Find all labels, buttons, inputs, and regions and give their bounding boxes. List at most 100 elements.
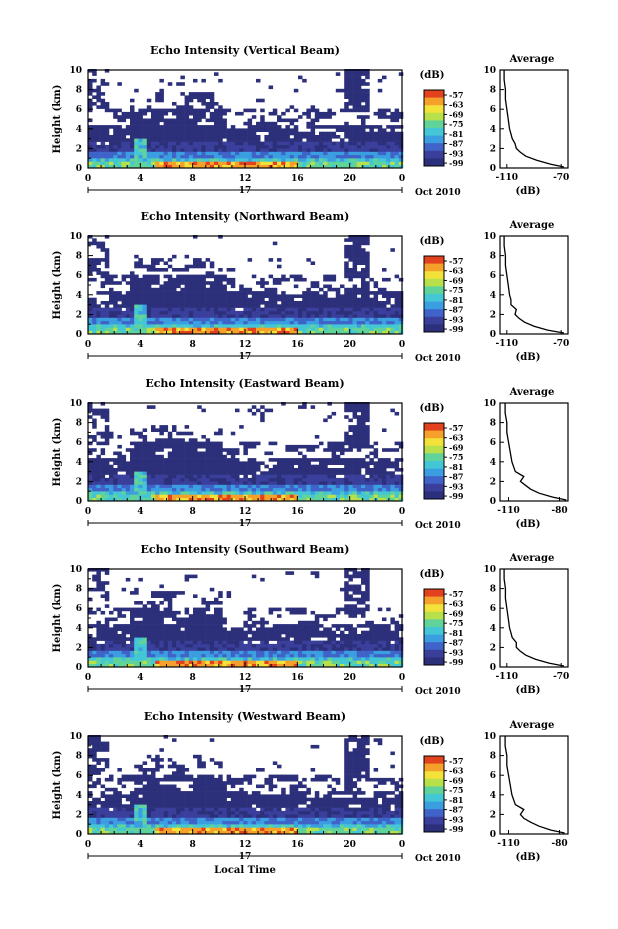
heatmap-cell <box>142 643 148 648</box>
heatmap-cell <box>356 301 362 305</box>
heatmap-cell <box>377 108 383 113</box>
heatmap-cell <box>386 491 391 495</box>
heatmap-cell <box>382 304 387 308</box>
heatmap-cell <box>277 294 282 298</box>
heatmap-cell <box>188 494 194 498</box>
heatmap-cell <box>197 461 202 465</box>
heatmap-cell <box>226 494 232 498</box>
heatmap-cell <box>193 301 198 305</box>
heatmap-cell <box>356 297 362 302</box>
heatmap-cell <box>340 148 345 152</box>
heatmap-cell <box>331 304 337 308</box>
heatmap-cell <box>197 454 202 459</box>
heatmap-cell <box>222 111 227 116</box>
heatmap-cell <box>188 320 194 325</box>
heatmap-cell <box>314 477 320 482</box>
heatmap-cell <box>188 121 194 126</box>
profile-x-label: (dB) <box>516 519 541 530</box>
heatmap-cell <box>88 161 93 165</box>
heatmap-cell <box>277 141 282 146</box>
heatmap-cell <box>134 601 139 605</box>
heatmap-cell <box>109 468 114 472</box>
heatmap-cell <box>88 647 93 651</box>
heatmap-cell <box>298 75 303 80</box>
heatmap-cell <box>121 497 127 502</box>
heatmap-cell <box>310 105 316 109</box>
heatmap-cell <box>327 441 332 446</box>
heatmap-cell <box>188 481 194 485</box>
heatmap-cell <box>281 324 286 328</box>
heatmap-cell <box>348 108 353 113</box>
heatmap-cell <box>239 660 244 664</box>
heatmap-cell <box>180 148 185 152</box>
heatmap-cell <box>377 330 383 335</box>
heatmap-cell <box>146 138 152 142</box>
heatmap-cell <box>390 291 395 295</box>
heatmap-cell <box>134 614 139 618</box>
heatmap-cell <box>222 135 227 139</box>
heatmap-cell <box>109 458 114 462</box>
heatmap-cell <box>365 487 370 492</box>
heatmap-cell <box>272 158 278 162</box>
heatmap-cell <box>167 118 173 123</box>
heatmap-cell <box>214 324 219 328</box>
heatmap-cell <box>272 154 278 159</box>
heatmap-cell <box>130 141 135 146</box>
heatmap-cell <box>335 471 341 475</box>
heatmap-cell <box>218 277 223 282</box>
heatmap-cell <box>172 660 177 664</box>
heatmap-cell <box>369 468 374 472</box>
heatmap-cell <box>184 268 190 272</box>
heatmap-cell <box>205 630 211 635</box>
heatmap-cell <box>205 310 211 315</box>
heatmap-cell <box>142 304 148 308</box>
heatmap-cell <box>92 438 97 442</box>
heatmap-cell <box>159 164 164 169</box>
heatmap-cell <box>352 235 358 239</box>
heatmap-cell <box>302 484 307 489</box>
heatmap-cell <box>302 458 307 462</box>
heatmap-cell <box>344 95 349 99</box>
heatmap-cell <box>382 428 387 432</box>
heatmap-cell <box>243 643 248 648</box>
heatmap-cell <box>205 484 211 489</box>
heatmap-cell <box>88 310 93 315</box>
heatmap-cell <box>104 660 110 664</box>
heatmap-cell <box>142 614 148 618</box>
heatmap-cell <box>130 297 135 302</box>
heatmap-cell <box>159 660 164 664</box>
heatmap-cell <box>373 297 379 302</box>
heatmap-cell <box>365 497 370 502</box>
heatmap-cell <box>214 451 219 456</box>
heatmap-cell <box>209 320 215 325</box>
heatmap-cell <box>125 624 131 628</box>
heatmap-cell <box>214 102 219 106</box>
heatmap-cell <box>100 131 106 136</box>
heatmap-cell <box>398 324 404 328</box>
heatmap-cell <box>365 408 370 413</box>
heatmap-cell <box>172 637 177 641</box>
heatmap-cell <box>272 643 278 648</box>
heatmap-cell <box>277 297 282 302</box>
heatmap-cell <box>167 601 173 605</box>
heatmap-cell <box>306 448 311 452</box>
heatmap-cell <box>130 637 135 641</box>
heatmap-cell <box>298 324 303 328</box>
chart-title: Echo Intensity (Vertical Beam) <box>150 44 340 57</box>
heatmap-cell <box>356 138 362 142</box>
heatmap-cell <box>201 115 206 119</box>
heatmap-cell <box>197 98 202 103</box>
heatmap-cell <box>256 650 261 655</box>
heatmap-cell <box>146 304 152 308</box>
heatmap-cell <box>146 637 152 641</box>
heatmap-cell <box>239 138 244 142</box>
heatmap-cell <box>386 301 391 305</box>
heatmap-cell <box>310 118 316 123</box>
heatmap-cell <box>197 92 202 96</box>
heatmap-cell <box>243 647 248 651</box>
heatmap-cell <box>327 491 332 495</box>
heatmap-cell <box>130 624 135 628</box>
heatmap-cell <box>285 141 290 146</box>
y-tick-label: 0 <box>76 330 82 340</box>
heatmap-cell <box>201 330 206 335</box>
